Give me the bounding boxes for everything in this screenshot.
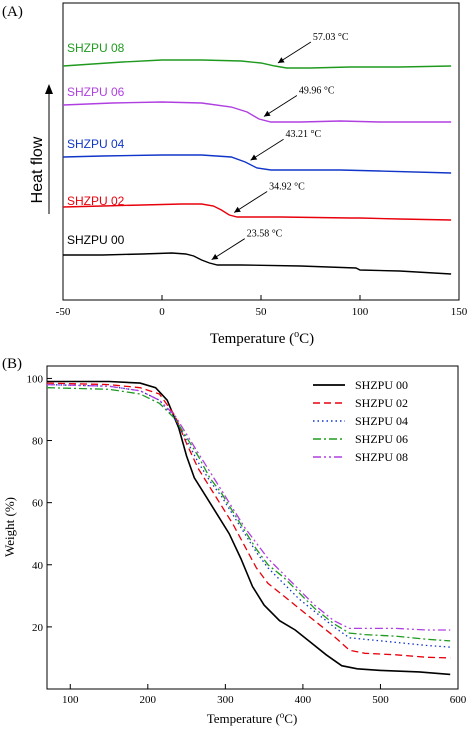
panel-b-series (46, 380, 451, 676)
legend-label-shzpu-08: SHZPU 08 (355, 450, 408, 464)
tg-arrow-head-shzpu-08 (277, 57, 285, 64)
dsc-curve-shzpu-06 (62, 101, 452, 123)
legend-label-shzpu-02: SHZPU 02 (355, 396, 408, 410)
tg-label-shzpu-02: 34.92 °C (269, 181, 305, 192)
tga-curve-shzpu-02 (46, 382, 451, 659)
dsc-curve-label-shzpu-04: SHZPU 04 (67, 137, 125, 151)
legend-label-shzpu-00: SHZPU 00 (355, 378, 408, 392)
tg-arrow-shzpu-06 (263, 95, 298, 117)
tg-arrow-head-shzpu-06 (263, 110, 271, 117)
panel-a-y-axis-text: Heat flow (29, 136, 46, 203)
heat-flow-arrow-head (45, 84, 53, 94)
dsc-curve-shzpu-02 (62, 203, 452, 221)
dsc-curve-shzpu-00 (63, 252, 452, 275)
panel-a-curve-labels: SHZPU 00 SHZPU 02 SHZPU 04 SHZPU 06 SHZPU 08 (67, 41, 125, 247)
panel-b-x-tick-label-300: 300 (217, 694, 234, 706)
panel-b-y-ticks: 20 40 60 80 100 (27, 373, 52, 634)
tga-curve-shzpu-06 (46, 387, 451, 642)
panel-a-label: (A) (2, 4, 23, 20)
panel-b-x-axis-label: Temperature (oC) (207, 710, 298, 726)
dsc-curve-label-shzpu-06: SHZPU 06 (67, 85, 125, 99)
panel-b-legend: SHZPU 00 SHZPU 02 SHZPU 04 SHZPU 06 SHZPU 08 (313, 378, 408, 464)
panel-b-label: (B) (2, 356, 22, 372)
tg-arrow-shzpu-00 (211, 238, 245, 261)
panel-b-tga-chart: (B) 100 200 300 400 500 600 20 40 60 80 100 SHZPU… (2, 356, 467, 726)
panel-b-x-tick-label-500: 500 (372, 694, 389, 706)
panel-a-tg-annotations: 23.58 °C 34.92 °C 43.21 °C 49.96 °C 57.03 °C (211, 32, 349, 261)
tga-curve-shzpu-04 (46, 383, 451, 648)
dsc-curve-label-shzpu-08: SHZPU 08 (67, 41, 125, 55)
panel-a-x-axis-label: Temperature (oC) (210, 329, 314, 347)
tg-label-shzpu-08: 57.03 °C (313, 32, 349, 43)
dsc-curve-shzpu-04 (62, 154, 452, 174)
panel-a-y-axis-label: Heat flow (29, 84, 53, 214)
panel-b-y-tick-label-40: 40 (32, 560, 44, 572)
panel-b-x-ticks: 100 200 300 400 500 600 (62, 684, 467, 706)
legend-label-shzpu-06: SHZPU 06 (355, 432, 408, 446)
panel-b-y-tick-label-20: 20 (32, 622, 44, 634)
dsc-curve-label-shzpu-00: SHZPU 00 (67, 233, 125, 247)
panel-a-x-tick-label-50: 50 (256, 306, 268, 318)
panel-b-x-tick-label-400: 400 (295, 694, 312, 706)
panel-a-x-tick-label-150: 150 (451, 306, 468, 318)
tga-curve-shzpu-08 (46, 383, 451, 631)
panel-b-x-tick-label-200: 200 (140, 694, 157, 706)
legend-label-shzpu-04: SHZPU 04 (355, 414, 408, 428)
panel-b-y-tick-label-100: 100 (27, 373, 44, 385)
tg-label-shzpu-06: 49.96 °C (299, 85, 335, 96)
panel-a-x-tick-label-100: 100 (352, 306, 369, 318)
panel-b-y-tick-label-60: 60 (32, 498, 44, 510)
panel-a-x-tick-label-0: 0 (159, 306, 165, 318)
panel-a-x-tick-label-50: -50 (56, 306, 71, 318)
tg-arrow-head-shzpu-02 (234, 206, 241, 213)
dsc-curve-shzpu-08 (62, 59, 452, 69)
panel-a-series (62, 59, 452, 275)
panel-b-x-tick-label-100: 100 (62, 694, 79, 706)
panel-b-y-axis-label: Weight (%) (2, 497, 17, 557)
tg-arrow-shzpu-08 (277, 41, 312, 64)
panel-b-plot-frame (46, 365, 459, 690)
tga-curve-shzpu-00 (47, 380, 451, 676)
tg-arrow-shzpu-04 (250, 138, 284, 161)
tg-arrow-shzpu-02 (233, 191, 268, 213)
panel-b-y-tick-label-80: 80 (32, 436, 44, 448)
tg-arrow-head-shzpu-00 (211, 253, 219, 260)
panel-b-x-tick-label-600: 600 (450, 694, 467, 706)
tg-arrow-head-shzpu-04 (250, 154, 258, 161)
tg-label-shzpu-04: 43.21 °C (286, 129, 322, 140)
panel-a-x-ticks: -50 0 50 100 150 (56, 295, 468, 318)
tg-label-shzpu-00: 23.58 °C (247, 229, 283, 240)
dsc-curve-label-shzpu-02: SHZPU 02 (67, 194, 125, 208)
